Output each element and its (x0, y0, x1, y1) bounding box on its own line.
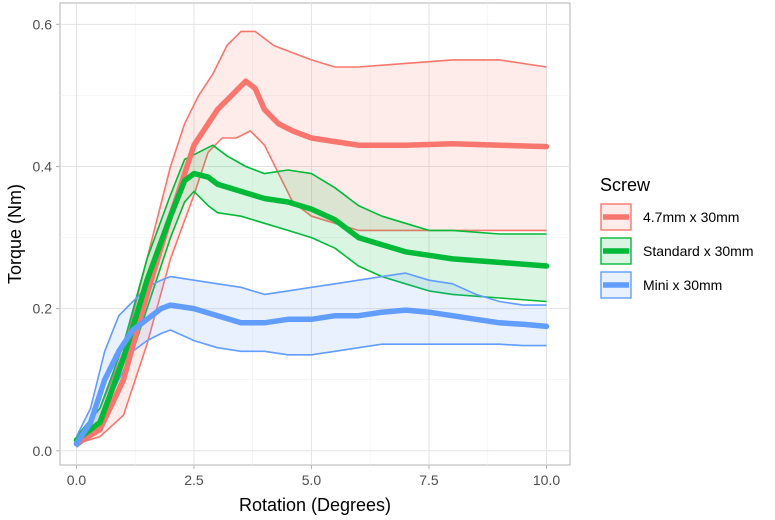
legend-label-standard-x-30mm: Standard x 30mm (643, 243, 754, 259)
legend-key-mini-x-30mm (600, 271, 632, 299)
legend-key-4-7mm-x-30mm (600, 203, 632, 231)
y-tick-label: 0.6 (33, 16, 53, 32)
4-7mm-x-30mm-lower-bound-line (76, 130, 547, 445)
mini-x-30mm-upper-bound-line (75, 272, 547, 437)
standard-x-30mm-mean-line (73, 170, 550, 443)
legend-label-mini-x-30mm: Mini x 30mm (643, 277, 722, 293)
x-tick-label: 2.5 (184, 472, 204, 488)
mini-x-30mm-band-fill (76, 273, 547, 448)
y-axis-ticks: 0.0 0.2 0.4 0.6 (33, 16, 60, 459)
confidence-bands (75, 30, 547, 448)
legend-label-4-7mm-x-30mm: 4.7mm x 30mm (643, 209, 739, 225)
4-7mm-x-30mm-band-fill (76, 31, 547, 444)
y-axis-title: Torque (Nm) (5, 184, 25, 284)
mini-x-30mm-mean-line (73, 302, 550, 447)
standard-x-30mm-lower-bound-line (76, 190, 547, 445)
minor-gridlines (60, 3, 570, 465)
x-tick-label: 5.0 (302, 472, 322, 488)
x-axis-ticks: 0.0 2.5 5.0 7.5 10.0 (67, 465, 560, 488)
legend-title: Screw (600, 175, 651, 195)
x-tick-label: 7.5 (419, 472, 439, 488)
4-7mm-x-30mm-upper-bound-line (75, 30, 547, 438)
legend: Screw 4.7mm x 30mm Standard x 30mm Mini x … (600, 175, 754, 299)
y-tick-label: 0.0 (33, 443, 53, 459)
x-axis-title: Rotation (Degrees) (239, 495, 391, 515)
standard-x-30mm-band-fill (76, 145, 547, 444)
y-tick-label: 0.4 (33, 158, 53, 174)
mean-lines (73, 78, 550, 447)
legend-key-standard-x-30mm (600, 237, 632, 265)
plot-panel (59, 2, 571, 466)
x-tick-label: 10.0 (533, 472, 560, 488)
y-tick-label: 0.2 (33, 301, 53, 317)
x-tick-label: 0.0 (67, 472, 87, 488)
standard-x-30mm-upper-bound-line (75, 144, 547, 438)
